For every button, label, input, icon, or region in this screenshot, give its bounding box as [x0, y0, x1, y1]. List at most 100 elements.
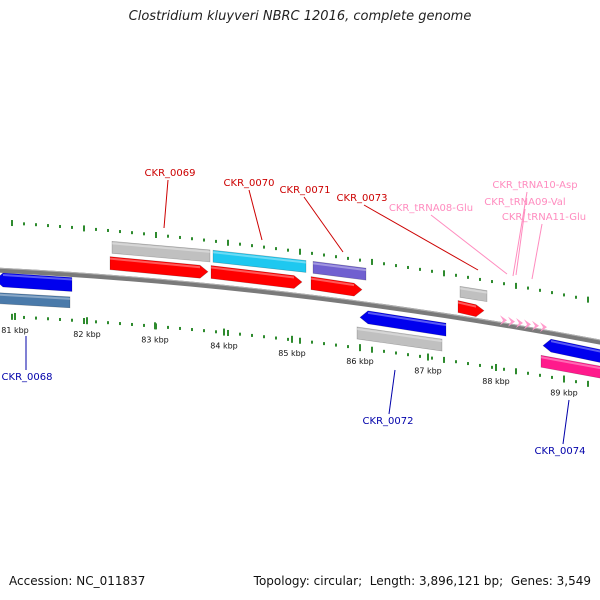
outer-tick: [407, 265, 409, 269]
outer-tick: [371, 258, 373, 265]
outer-tick: [455, 273, 457, 277]
kbp-tick-label: 87 kbp: [414, 367, 442, 376]
genes-value: 3,549: [556, 574, 591, 588]
inner-tick: [251, 333, 253, 337]
outer-tick: [11, 220, 13, 227]
inner-tick: [347, 345, 349, 349]
topology-value: circular: [313, 574, 359, 588]
inner-tick: [23, 315, 25, 319]
major-tick: [563, 375, 565, 383]
outer-tick: [527, 286, 529, 290]
label-ckr-0074: CKR_0074: [535, 446, 586, 457]
inner-tick: [479, 363, 481, 367]
ckr-0069-gene: [111, 241, 211, 263]
outer-tick: [563, 293, 565, 297]
outer-tick: [155, 231, 157, 238]
major-tick: [359, 344, 361, 352]
cds-ckr-0069-shine: [110, 257, 200, 269]
ckr-0073-gene-shine: [460, 287, 487, 294]
outer-tick: [23, 222, 25, 226]
inner-tick: [575, 380, 577, 384]
outer-tick: [551, 291, 553, 295]
inner-tick: [395, 351, 397, 355]
inner-tick-track: 81 kbp 82 kbp 83 kbp 84 kbp 85 kbp 86 kbp 87 k…: [1, 312, 589, 398]
connector-ckr-0071: [303, 196, 344, 253]
inner-tick: [47, 317, 49, 321]
inner-tick: [551, 375, 553, 379]
inner-tick: [143, 323, 145, 327]
outer-tick: [467, 275, 469, 279]
major-tick: [86, 317, 88, 325]
outer-tick: [95, 227, 97, 231]
ckr-0072-gene: [356, 326, 443, 352]
outer-tick: [515, 282, 517, 289]
inner-tick: [11, 313, 13, 320]
outer-tick: [503, 282, 505, 286]
topology-label: Topology:: [253, 574, 310, 588]
outer-tick: [287, 248, 289, 252]
outer-tick: [35, 223, 37, 227]
genome-summary: Topology: circular; Length: 3,896,121 bp…: [253, 574, 591, 588]
cds-ckr-0069: [109, 256, 209, 279]
outer-tick: [71, 225, 73, 229]
ckr-0074-gene-shine: [541, 356, 600, 370]
label-trna11-glu: CKR_tRNA11-Glu: [502, 212, 586, 223]
genome-backbone: [0, 267, 600, 345]
connector-trna10-asp: [512, 191, 528, 277]
outer-tick: [167, 234, 169, 238]
label-trna10-asp: CKR_tRNA10-Asp: [492, 180, 577, 191]
outer-tick: [119, 230, 121, 234]
kbp-tick-label: 88 kbp: [482, 377, 510, 386]
accession-value: NC_011837: [76, 574, 146, 588]
inner-tick: [323, 342, 325, 346]
outer-tick: [491, 280, 493, 284]
cds-ckr-0070-shine: [211, 266, 294, 279]
inner-tick: [239, 332, 241, 336]
genes-label: Genes:: [510, 574, 553, 588]
inner-tick: [95, 320, 97, 324]
cds-ckr-0074-shine: [551, 340, 600, 353]
genome-backbone-highlight: [0, 267, 600, 341]
ckr-0071-gene-shine: [313, 262, 366, 272]
ckr-0068-rna: [0, 292, 71, 309]
outer-tick: [323, 253, 325, 257]
outer-tick: [299, 248, 301, 255]
major-tick: [154, 322, 156, 330]
inner-tick: [491, 365, 493, 369]
inner-tick: [527, 371, 529, 375]
outer-tick: [335, 255, 337, 259]
label-ckr-0073: CKR_0073: [337, 193, 388, 204]
inner-tick: [431, 356, 433, 360]
inner-tick: [167, 325, 169, 329]
outer-tick: [107, 228, 109, 232]
inner-tick: [503, 367, 505, 371]
connector-trna11-glu: [531, 223, 543, 280]
inner-tick: [191, 328, 193, 332]
ckr-0073-gene: [459, 286, 488, 303]
ckr-0068-rna-shine: [0, 293, 70, 300]
inner-tick: [71, 318, 73, 322]
inner-tick: [335, 343, 337, 347]
connector-trna09-val: [515, 208, 526, 276]
ckr-0070-gene-shine: [213, 251, 306, 264]
outer-tick: [239, 242, 241, 246]
inner-tick: [215, 330, 217, 334]
cds-ckr-0072: [359, 310, 447, 337]
cds-ckr-0068-shine: [3, 274, 72, 281]
outer-tick: [143, 232, 145, 236]
outer-tick: [311, 251, 313, 255]
kbp-tick-label: 81 kbp: [1, 326, 29, 335]
inner-tick: [287, 337, 289, 341]
trna-chevron: [516, 317, 523, 328]
label-connectors: [25, 179, 570, 445]
label-ckr-0072: CKR_0072: [363, 416, 414, 427]
cds-ckr-0073: [457, 300, 485, 318]
ckr-0072-gene-shine: [357, 327, 442, 343]
trna-chevron: [532, 320, 539, 331]
outer-tick: [431, 269, 433, 273]
inner-tick: [119, 322, 121, 326]
connector-ckr-0074: [562, 399, 570, 445]
major-tick: [14, 312, 16, 320]
length-value: 3,896,121 bp: [419, 574, 500, 588]
inner-tick: [539, 373, 541, 377]
